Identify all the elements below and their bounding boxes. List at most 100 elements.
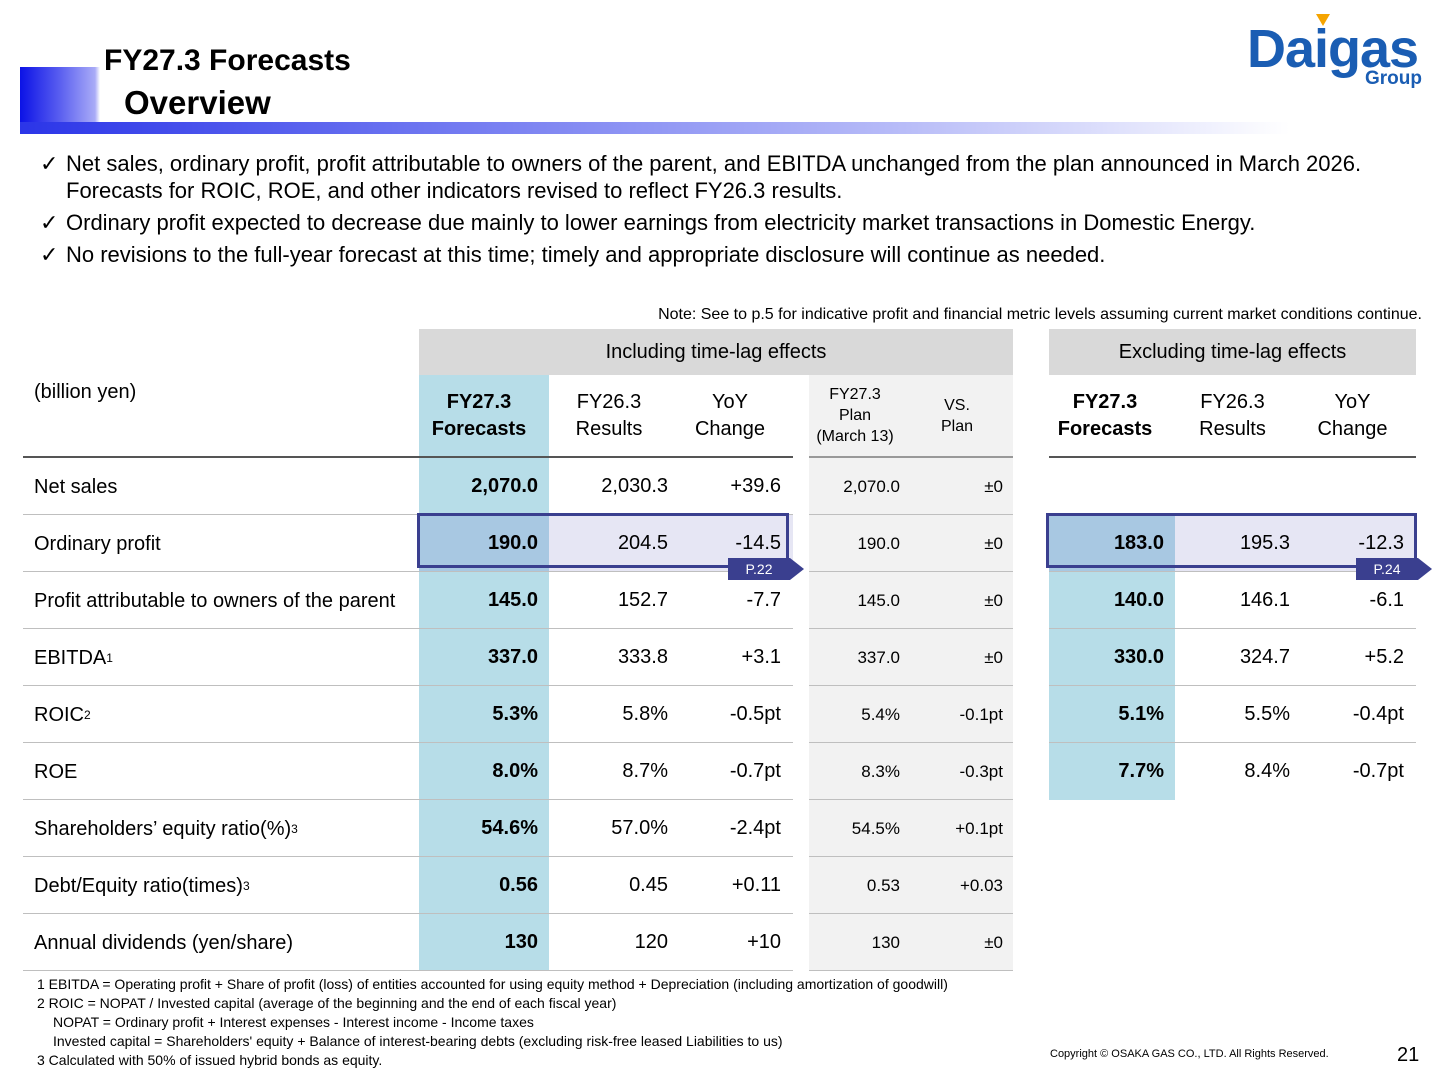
row-label: Net sales xyxy=(34,458,404,515)
footnote: 2 ROIC = NOPAT / Invested capital (avera… xyxy=(37,995,617,1011)
bullet-item: ✓ Net sales, ordinary profit, profit attr… xyxy=(40,150,1420,204)
cell-vs: -0.3pt xyxy=(959,761,1003,781)
cell-yoy: +10 xyxy=(747,931,781,953)
col-header-plan: FY27.3 Plan (March 13) xyxy=(816,386,894,445)
unit-label: (billion yen) xyxy=(34,381,137,403)
cell-bg xyxy=(1049,629,1175,686)
row-divider xyxy=(809,628,1013,629)
header-rule-excl xyxy=(1049,456,1416,458)
cell-plan: 0.53 xyxy=(866,875,900,895)
row-divider xyxy=(809,970,1013,971)
cell-vs: ±0 xyxy=(984,932,1003,952)
row-label: Ordinary profit xyxy=(34,515,404,572)
cell-bg xyxy=(1049,572,1175,629)
cell-bg xyxy=(910,515,1013,572)
copyright: Copyright © OSAKA GAS CO., LTD. All Righ… xyxy=(1050,1048,1329,1060)
cell-eres: 5.5% xyxy=(1244,703,1290,725)
row-divider xyxy=(809,856,1013,857)
cell-fc: 337.0 xyxy=(487,646,538,668)
cell-plan: 2,070.0 xyxy=(843,476,900,496)
cell-plan: 190.0 xyxy=(857,533,900,553)
row-label: Debt/Equity ratio(times) 3 xyxy=(34,857,404,914)
row-label-text: Net sales xyxy=(34,475,118,498)
check-icon: ✓ xyxy=(40,242,59,267)
cell-res: 152.7 xyxy=(617,589,668,611)
cell-efc: 5.1% xyxy=(1118,703,1164,725)
cell-eyoy: +5.2 xyxy=(1364,646,1404,668)
col-header-fc: FY27.3 Forecasts xyxy=(431,391,527,440)
col-header-vs: VS. Plan xyxy=(940,397,974,435)
bullet-text: Net sales, ordinary profit, profit attri… xyxy=(66,151,1362,203)
cell-bg xyxy=(1049,515,1175,572)
cell-res: 8.7% xyxy=(622,760,668,782)
cell-bg xyxy=(809,458,910,515)
cell-vs: ±0 xyxy=(984,647,1003,667)
cell-eres: 8.4% xyxy=(1244,760,1290,782)
note-text: Note: See to p.5 for indicative profit a… xyxy=(658,306,1422,323)
cell-res: 204.5 xyxy=(617,532,668,554)
cell-bg xyxy=(809,572,910,629)
row-divider xyxy=(1049,628,1416,629)
cell-res: 0.45 xyxy=(629,874,668,896)
cell-bg xyxy=(910,743,1013,800)
footnote: Invested capital = Shareholders' equity … xyxy=(53,1033,783,1049)
row-label-text: Shareholders’ equity ratio(%) xyxy=(34,817,292,840)
arrow-tip-icon xyxy=(790,558,804,580)
cell-bg xyxy=(809,686,910,743)
row-label-text: EBITDA xyxy=(34,646,107,669)
row-label-text: Ordinary profit xyxy=(34,532,161,555)
cell-bg xyxy=(910,857,1013,914)
cell-bg xyxy=(809,800,910,857)
row-label-text: Debt/Equity ratio(times) xyxy=(34,874,243,897)
footnote-marker: 3 xyxy=(242,878,250,893)
col-header-res: FY26.3 Results xyxy=(575,391,643,440)
cell-plan: 8.3% xyxy=(861,761,900,781)
cell-bg xyxy=(809,914,910,971)
cell-vs: ±0 xyxy=(984,533,1003,553)
header-rule-left xyxy=(23,456,793,458)
summary-bullets: ✓ Net sales, ordinary profit, profit attr… xyxy=(40,150,1420,273)
cell-efc: 330.0 xyxy=(1113,646,1164,668)
cell-bg xyxy=(910,800,1013,857)
cell-fc: 190.0 xyxy=(487,532,538,554)
cell-efc: 7.7% xyxy=(1118,760,1164,782)
cell-bg xyxy=(419,800,549,857)
row-divider xyxy=(809,514,1013,515)
cell-bg xyxy=(910,914,1013,971)
cell-fc: 5.3% xyxy=(492,703,538,725)
cell-bg xyxy=(910,686,1013,743)
col-header-eyoy: YoY Change xyxy=(1317,391,1388,440)
row-divider xyxy=(1049,685,1416,686)
header-bg-forecasts xyxy=(419,375,549,457)
cell-bg xyxy=(809,857,910,914)
cell-yoy: +0.11 xyxy=(731,874,781,896)
footnote-marker: 3 xyxy=(291,821,298,836)
cell-bg xyxy=(809,629,910,686)
cell-eyoy: -12.3 xyxy=(1358,532,1404,554)
cell-plan: 130 xyxy=(871,932,900,952)
cell-bg xyxy=(809,515,910,572)
page-number: 21 xyxy=(1397,1044,1420,1066)
cell-fc: 145.0 xyxy=(487,589,538,611)
footnotes: 1 EBITDA = Operating profit + Share of p… xyxy=(37,975,948,1070)
logo-wordmark: Daigas xyxy=(1247,19,1419,79)
cell-fc: 130 xyxy=(504,931,538,953)
cell-vs: +0.03 xyxy=(959,875,1003,895)
cell-bg xyxy=(1049,743,1175,800)
cell-yoy: +39.6 xyxy=(730,475,781,497)
row-divider xyxy=(23,628,793,629)
row-divider xyxy=(1049,742,1416,743)
cell-fc: 54.6% xyxy=(481,817,538,839)
group-header-including: Including time-lag effects xyxy=(419,329,1013,375)
cell-bg xyxy=(419,743,549,800)
row-divider xyxy=(1049,571,1416,572)
group-header-excluding: Excluding time-lag effects xyxy=(1049,329,1416,375)
cell-bg xyxy=(419,458,549,515)
ordinary-profit-frame-excl xyxy=(1046,513,1417,568)
page-ref-p24: P.24 xyxy=(1356,558,1418,580)
cell-eres: 146.1 xyxy=(1239,589,1290,611)
row-divider xyxy=(23,514,793,515)
cell-efc: 140.0 xyxy=(1113,589,1164,611)
footnote-marker: 1 xyxy=(106,650,113,665)
cell-res: 5.8% xyxy=(622,703,668,725)
